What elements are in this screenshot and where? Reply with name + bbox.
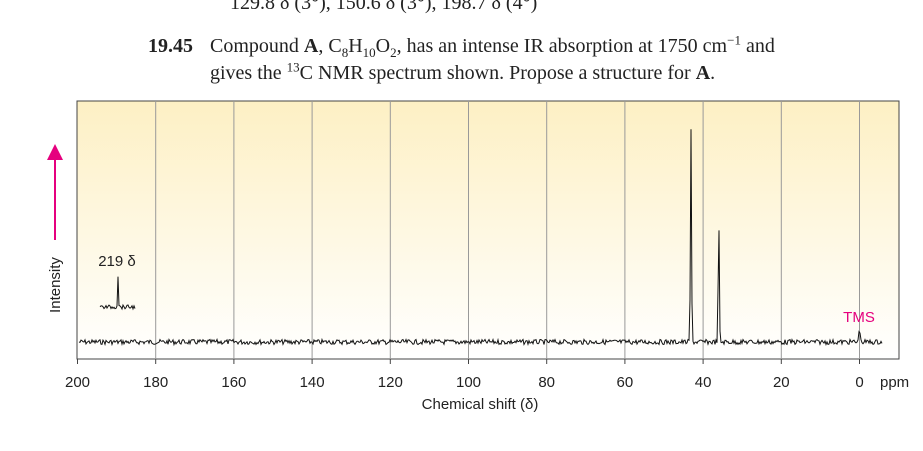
x-tick-label: 180 <box>143 374 168 391</box>
problem-number: 19.45 <box>148 35 193 57</box>
superscript: −1 <box>727 32 741 48</box>
text: , <box>318 35 329 57</box>
x-tick-label: 20 <box>773 374 790 391</box>
inset-trace <box>99 276 136 311</box>
plot-area <box>76 100 900 360</box>
compound-label: A <box>695 62 711 84</box>
x-unit-label: ppm <box>880 374 909 391</box>
text: and <box>740 35 775 57</box>
text: . <box>710 62 716 84</box>
text: C NMR spectrum shown. Propose a structur… <box>299 62 696 84</box>
spectrum-trace <box>78 129 883 347</box>
previous-answer-line: 129.8 δ (3°), 150.6 δ (3°), 198.7 δ (4°) <box>230 0 538 14</box>
x-tick-label: 120 <box>378 374 403 391</box>
text: Compound <box>210 35 304 57</box>
inset-peak-label: 219 δ <box>98 253 136 270</box>
compound-label: A <box>303 35 319 57</box>
y-axis-label: Intensity <box>47 257 64 313</box>
x-tick-label: 200 <box>65 374 90 391</box>
x-tick-label: 80 <box>538 374 555 391</box>
x-tick-label: 60 <box>617 374 634 391</box>
x-tick-label: 140 <box>300 374 325 391</box>
problem-text: 19.45 Compound A, C8H10O2, has an intense… <box>148 33 775 87</box>
x-axis-label: Chemical shift (δ) <box>422 396 539 413</box>
text: , has an intense IR absorption at 1750 c… <box>396 35 728 57</box>
formula: C8H10O2 <box>328 35 397 60</box>
isotope: 13 <box>286 59 300 75</box>
tms-label: TMS <box>843 309 875 326</box>
x-tick-label: 0 <box>855 374 863 391</box>
x-tick-label: 160 <box>221 374 246 391</box>
x-tick-label: 100 <box>456 374 481 391</box>
x-tick-label: 40 <box>695 374 712 391</box>
text: gives the <box>210 62 287 84</box>
